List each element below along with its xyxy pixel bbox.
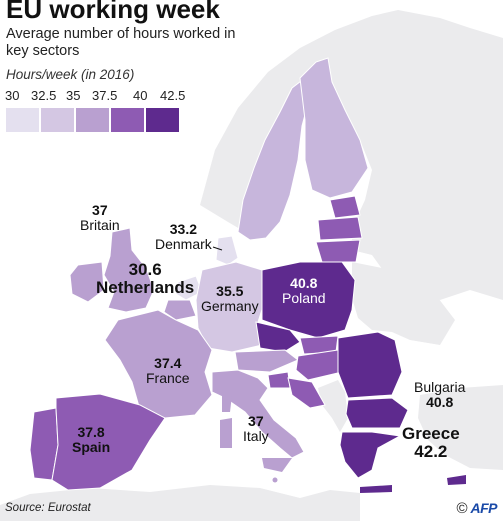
label-britain: 37 Britain — [80, 203, 120, 232]
country-britain — [103, 227, 155, 313]
legend-tick: 40 — [133, 88, 148, 103]
country-lithuania — [315, 239, 361, 263]
legend-tick: 35 — [66, 88, 81, 103]
legend-swatch — [6, 108, 39, 132]
label-poland: 40.8 Poland — [282, 276, 326, 305]
legend-tick: 42.5 — [160, 88, 186, 103]
legend-swatch — [111, 108, 144, 132]
label-germany: 35.5 Germany — [201, 284, 259, 313]
legend-tick-labels: 30 32.5 35 37.5 40 42.5 — [0, 88, 200, 104]
value-bulgaria: 40.8 — [426, 393, 454, 410]
country-france — [104, 309, 213, 419]
country-romania — [337, 331, 403, 399]
name-denmark: Denmark — [155, 235, 212, 252]
name-germany: Germany — [201, 297, 259, 314]
country-netherlands — [175, 275, 203, 301]
name-greece: Greece — [402, 424, 460, 443]
label-spain: 37.8 Spain — [72, 425, 110, 454]
name-poland: Poland — [282, 289, 326, 306]
legend-swatch — [41, 108, 74, 132]
country-ireland — [69, 261, 105, 303]
country-poland — [261, 261, 356, 339]
label-bulgaria: Bulgaria 40.8 — [414, 380, 465, 409]
non-eu-land-balkans — [318, 380, 348, 432]
legend-swatch — [76, 108, 109, 132]
country-latvia — [317, 216, 363, 241]
country-austria — [234, 349, 299, 373]
legend-tick: 30 — [5, 88, 20, 103]
label-greece: Greece 42.2 — [402, 425, 460, 461]
country-bulgaria — [345, 397, 409, 429]
map-subtitle: Average number of hours worked in key se… — [6, 26, 236, 59]
non-eu-land-ukraine — [352, 262, 455, 345]
island-sicily — [262, 458, 292, 472]
value-britain: 37 — [92, 202, 108, 218]
legend-tick: 37.5 — [92, 88, 118, 103]
country-spain — [51, 393, 166, 491]
label-netherlands: 30.6 Netherlands — [96, 261, 194, 297]
value-germany: 35.5 — [216, 283, 244, 299]
value-denmark: 33.2 — [169, 221, 198, 237]
island-sardinia — [220, 418, 232, 448]
country-greece — [339, 431, 402, 479]
country-denmark — [215, 235, 239, 266]
country-finland — [299, 57, 369, 199]
value-netherlands: 30.6 — [128, 260, 162, 279]
value-greece: 42.2 — [414, 441, 448, 461]
country-croatia — [287, 377, 326, 409]
non-eu-land-norway-russia — [200, 10, 503, 300]
country-czechia — [255, 321, 301, 353]
value-italy: 37 — [248, 413, 264, 429]
source-note: Source: Eurostat — [5, 502, 91, 514]
name-britain: Britain — [80, 216, 120, 233]
label-italy: 37 Italy — [243, 414, 269, 443]
country-slovenia — [267, 371, 291, 389]
island-crete — [360, 485, 392, 493]
country-belgium — [163, 299, 197, 321]
island-cyprus — [447, 475, 466, 485]
name-netherlands: Netherlands — [96, 277, 195, 297]
value-spain: 37.8 — [77, 424, 105, 440]
label-france: 37.4 France — [146, 356, 190, 385]
name-france: France — [146, 369, 190, 386]
country-estonia — [329, 195, 361, 219]
value-poland: 40.8 — [290, 275, 318, 291]
copyright-icon: © — [456, 500, 468, 517]
label-denmark: 33.2 Denmark — [155, 222, 212, 251]
value-france: 37.4 — [154, 355, 182, 371]
legend-title: Hours/week (in 2016) — [6, 67, 135, 82]
afp-logo: AFP — [470, 500, 498, 516]
country-malta — [272, 477, 278, 483]
afp-credit: © AFP — [456, 500, 497, 517]
non-eu-land-north-africa — [0, 485, 360, 521]
name-spain: Spain — [72, 438, 111, 455]
legend-tick: 32.5 — [31, 88, 57, 103]
island-corsica — [222, 395, 232, 412]
country-hungary — [295, 349, 343, 381]
legend-swatch — [146, 108, 179, 132]
country-italy — [211, 369, 305, 459]
leader-line-denmark — [212, 246, 223, 251]
map-title: EU working week — [6, 0, 220, 24]
non-eu-land-turkey — [418, 385, 503, 470]
name-bulgaria: Bulgaria — [414, 379, 466, 395]
name-italy: Italy — [243, 427, 269, 444]
